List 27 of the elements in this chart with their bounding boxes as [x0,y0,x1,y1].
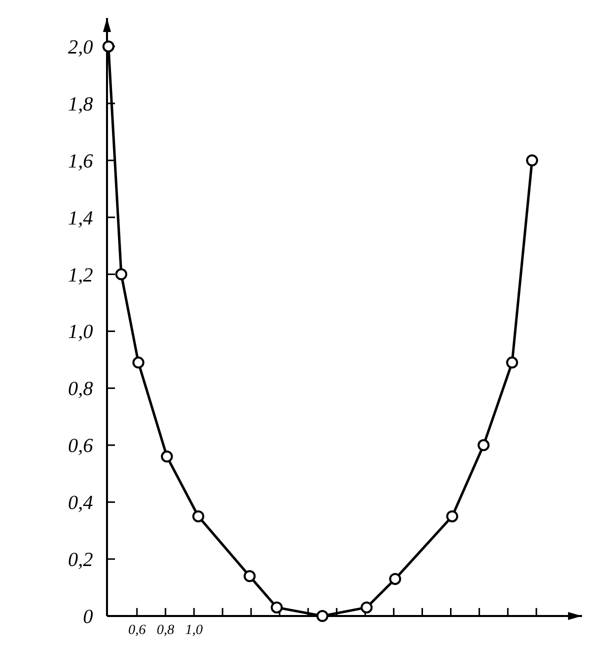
x-tick-label: 0,8 [156,623,174,638]
y-tick-label: 1,0 [68,321,93,344]
y-tick-label: 1,6 [68,150,93,172]
point [316,610,328,622]
y-tick-label: 0,6 [68,435,93,458]
y-tick-label: 1,2 [68,264,93,286]
y-tick-label: 0,4 [68,492,93,514]
point [192,510,204,522]
point [115,268,128,280]
y-tick-label: 1,8 [68,93,93,116]
point [270,601,283,614]
point [478,439,490,452]
y-tick-label: 0 [83,606,93,628]
point [132,356,144,369]
point [360,601,373,614]
point [160,450,173,463]
point [389,572,402,585]
y-tick-label: 0,8 [68,378,93,400]
point [244,570,256,582]
point [446,510,458,522]
point [506,356,518,369]
x-tick-label: 0,6 [128,623,146,638]
x-tick-label: 1,0 [185,623,203,638]
y-tick-label: 0,2 [68,549,93,572]
y-tick-label: 2,0 [68,36,93,58]
y-tick-label: 1,4 [68,207,93,230]
point [526,154,538,166]
